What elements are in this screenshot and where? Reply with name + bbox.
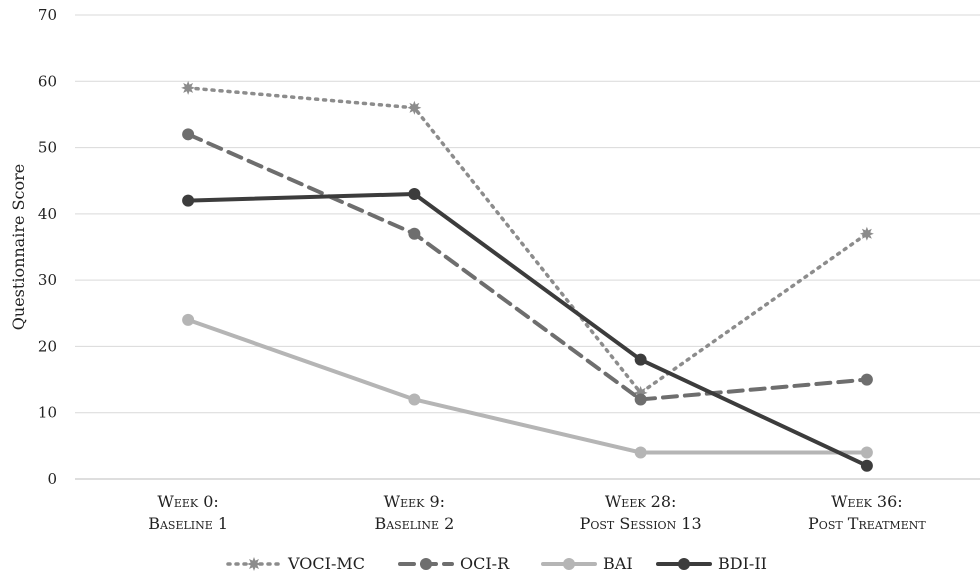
- x-tick-label: Baseline 2: [374, 514, 454, 533]
- x-tick-label: Week 9:: [384, 492, 445, 511]
- legend: VOCI-MC OCI-R BAI BDI-II: [226, 554, 767, 573]
- series-bai: [182, 313, 873, 459]
- data-point-marker: [408, 393, 421, 406]
- y-tick-label: 50: [38, 139, 57, 157]
- series-bdi-ii: [182, 187, 873, 472]
- data-point-marker: [860, 446, 873, 459]
- x-tick-label: Week 28:: [605, 492, 677, 511]
- x-tick-label: Week 0:: [157, 492, 218, 511]
- series-line: [186, 191, 869, 468]
- legend-item: VOCI-MC: [226, 554, 365, 573]
- y-axis-title: Questionnaire Score: [9, 164, 28, 330]
- data-point-marker: [678, 558, 690, 570]
- y-axis-ticks: 0 10 20 30 40 50 60 70: [38, 6, 57, 488]
- gridlines: [75, 14, 980, 480]
- y-tick-label: 70: [38, 6, 57, 24]
- data-point-marker: [182, 194, 195, 207]
- x-tick-label: Week 36:: [831, 492, 903, 511]
- data-point-marker: [182, 313, 195, 326]
- y-tick-label: 40: [38, 205, 57, 223]
- data-point-marker: [182, 128, 195, 141]
- y-tick-label: 0: [47, 470, 57, 488]
- data-point-marker: [859, 226, 874, 241]
- series-oci-r: [182, 128, 873, 406]
- x-axis-labels: Week 0: Baseline 1 Week 9: Baseline 2 Week 2…: [148, 492, 926, 533]
- series-lines: [181, 80, 874, 472]
- y-tick-label: 20: [38, 337, 57, 355]
- y-tick-label: 60: [38, 72, 57, 90]
- data-point-marker: [634, 446, 647, 459]
- x-tick-label: Post Session 13: [580, 514, 702, 533]
- legend-label: OCI-R: [460, 554, 510, 573]
- legend-label: BAI: [603, 554, 633, 573]
- legend-label: VOCI-MC: [287, 554, 365, 573]
- data-point-marker: [860, 373, 873, 386]
- data-point-marker: [408, 227, 421, 240]
- x-tick-label: Baseline 1: [148, 514, 228, 533]
- data-point-marker: [247, 557, 261, 571]
- x-tick-label: Post Treatment: [808, 514, 926, 533]
- series-line: [186, 86, 869, 395]
- data-point-marker: [634, 353, 647, 366]
- data-point-marker: [860, 459, 873, 472]
- data-point-marker: [563, 558, 575, 570]
- legend-item: OCI-R: [398, 554, 510, 573]
- legend-label: BDI-II: [718, 554, 767, 573]
- data-point-marker: [407, 100, 422, 115]
- y-tick-label: 30: [38, 271, 57, 289]
- data-point-marker: [181, 80, 196, 95]
- y-tick-label: 10: [38, 404, 57, 422]
- legend-item: BAI: [541, 554, 633, 573]
- data-point-marker: [634, 393, 647, 406]
- data-point-marker: [420, 558, 432, 570]
- series-line: [186, 317, 869, 455]
- legend-item: BDI-II: [656, 554, 767, 573]
- data-point-marker: [408, 187, 421, 200]
- series-line: [186, 132, 869, 402]
